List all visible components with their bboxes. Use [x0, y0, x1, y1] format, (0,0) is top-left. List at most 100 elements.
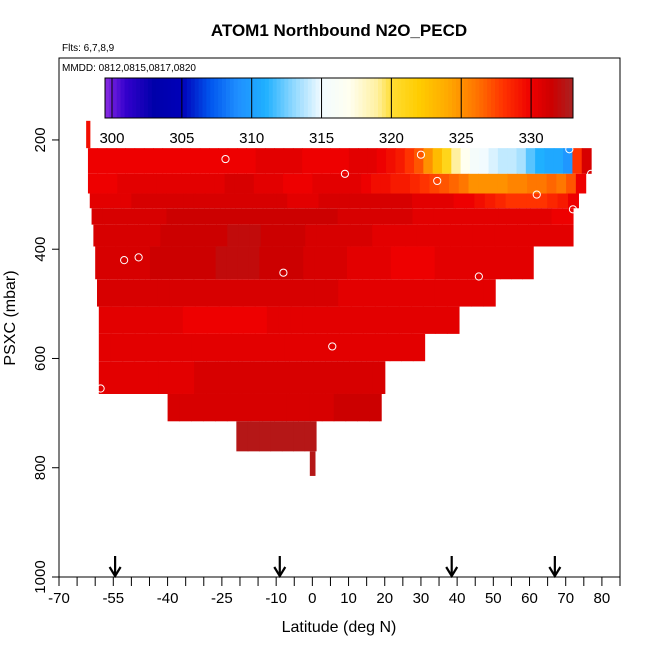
- y-tick-label: 800: [32, 455, 49, 480]
- heatmap-cell: [157, 279, 170, 307]
- heatmap-cell: [551, 208, 563, 225]
- heatmap-cell: [478, 173, 489, 194]
- heatmap-cell: [158, 306, 172, 334]
- heatmap-cell: [527, 173, 538, 194]
- heatmap-cell: [136, 173, 148, 194]
- heatmap-cell: [133, 333, 146, 362]
- heatmap-cell: [263, 173, 274, 194]
- heatmap-cell: [458, 279, 472, 307]
- heatmap-cell: [166, 208, 178, 225]
- colorbar-swatch: [487, 78, 492, 118]
- colorbar-swatch: [389, 78, 395, 118]
- heatmap-cell: [507, 173, 518, 194]
- heatmap-cell: [217, 361, 231, 394]
- heatmap-cell: [107, 173, 118, 194]
- colorbar-swatch: [545, 78, 551, 118]
- heatmap-cell: [277, 361, 291, 394]
- colorbar-swatch: [467, 78, 473, 118]
- heatmap-cell: [100, 193, 112, 209]
- heatmap-cell: [302, 306, 316, 334]
- colorbar-swatch: [417, 78, 422, 118]
- colorbar-swatch: [342, 78, 348, 118]
- heatmap-cell: [226, 393, 240, 422]
- heatmap-cell: [405, 224, 418, 247]
- y-tick-label: 400: [32, 237, 49, 262]
- heatmap-cell: [386, 279, 400, 307]
- heatmap-cell: [97, 173, 109, 194]
- heatmap-cell: [131, 193, 143, 209]
- colorbar-swatch: [311, 78, 317, 118]
- heatmap-cell: [112, 208, 125, 225]
- colorbar-swatch: [350, 78, 356, 118]
- heatmap-cell: [390, 173, 401, 194]
- x-tick-label: 50: [485, 590, 502, 607]
- heatmap-cell: [474, 193, 486, 209]
- heatmap-cell: [152, 193, 164, 209]
- heatmap-cell: [433, 208, 446, 225]
- colorbar-swatch: [151, 78, 157, 118]
- heatmap-cell: [162, 148, 173, 174]
- colorbar-swatch: [514, 78, 519, 118]
- heatmap-cell: [170, 306, 184, 334]
- colorbar-swatch: [471, 78, 476, 118]
- heatmap-cell: [187, 208, 200, 225]
- heatmap-cell: [259, 421, 272, 452]
- heatmap-cell: [177, 208, 189, 225]
- x-tick-label: 40: [449, 590, 466, 607]
- colorbar-swatch: [261, 78, 266, 118]
- x-tick-label: 10: [340, 590, 357, 607]
- heatmap-cell: [224, 193, 236, 209]
- heatmap-cell: [316, 208, 328, 225]
- colorbar-swatch: [163, 78, 168, 118]
- flights-label: Flts: 6,7,8,9: [62, 43, 115, 54]
- colorbar-swatch: [214, 78, 219, 118]
- colorbar-swatch: [444, 78, 449, 118]
- heatmap-cell: [86, 120, 91, 149]
- dates-label: MMDD: 0812,0815,0817,0820: [62, 63, 196, 74]
- heatmap-cell: [171, 246, 184, 280]
- heatmap-cell: [311, 148, 322, 174]
- colorbar-swatch: [327, 78, 332, 118]
- heatmap-cell: [209, 148, 219, 174]
- colorbar-swatch: [144, 78, 149, 118]
- heatmap-cell: [497, 148, 508, 174]
- heatmap-cell: [316, 224, 329, 247]
- heatmap-cell: [313, 361, 326, 394]
- heatmap-cell: [412, 208, 424, 225]
- heatmap-cell: [183, 193, 195, 209]
- heatmap-cell: [336, 246, 348, 280]
- colorbar-tick-label: 320: [379, 130, 404, 147]
- x-tick-label: 80: [594, 590, 611, 607]
- colorbar-swatch: [378, 78, 383, 118]
- colorbar-swatch: [420, 78, 426, 118]
- heatmap-cell: [193, 224, 206, 247]
- heatmap-cell: [339, 148, 350, 174]
- colorbar-swatch: [280, 78, 285, 118]
- colorbar-swatch: [186, 78, 192, 118]
- heatmap-cell: [412, 193, 424, 209]
- heatmap-cell: [265, 279, 279, 307]
- heatmap-cell: [115, 224, 128, 247]
- heatmap-cell: [281, 421, 294, 452]
- colorbar-swatch: [241, 78, 246, 118]
- colorbar-swatch: [292, 78, 297, 118]
- heatmap-cell: [281, 246, 293, 280]
- colorbar-swatch: [136, 78, 141, 118]
- heatmap-cell: [215, 333, 228, 362]
- colorbar-swatch: [147, 78, 153, 118]
- heatmap-cell: [519, 208, 531, 225]
- colorbar-swatch: [264, 78, 270, 118]
- heatmap-cell: [432, 148, 443, 174]
- heatmap-cell: [204, 224, 217, 247]
- heatmap-cell: [312, 173, 323, 194]
- colorbar-swatch: [452, 78, 457, 118]
- heatmap-cell: [93, 224, 106, 247]
- colorbar-swatch: [222, 78, 227, 118]
- heatmap-cell: [500, 246, 512, 280]
- heatmap-cell: [141, 193, 153, 209]
- heatmap-cell: [530, 208, 542, 225]
- heatmap-cell: [98, 333, 112, 362]
- colorbar-swatch: [401, 78, 406, 118]
- heatmap-cell: [511, 246, 523, 280]
